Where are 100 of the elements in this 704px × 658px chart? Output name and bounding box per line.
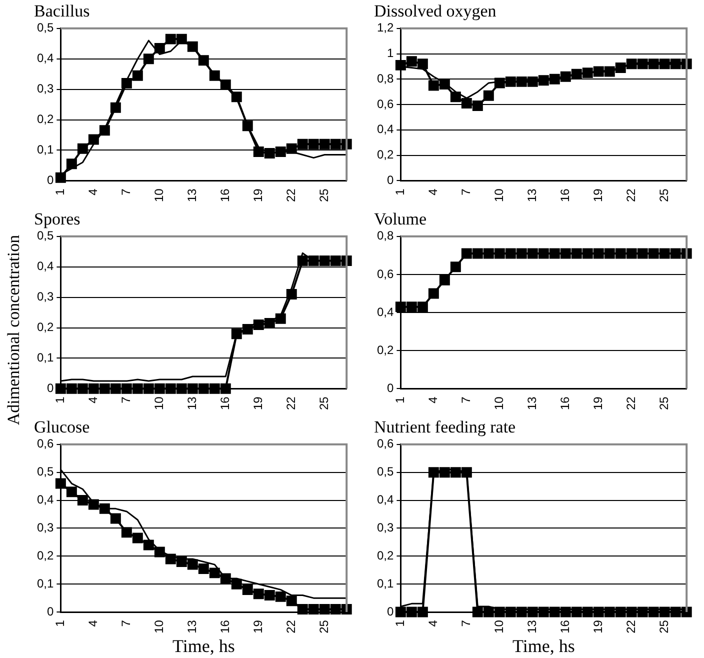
y-tick-label: 0 <box>46 604 54 618</box>
y-tick-label: 0,5 <box>36 20 54 35</box>
y-tick-label: 0,1 <box>376 576 394 590</box>
y-tick-label: 0,6 <box>376 96 394 111</box>
x-tick-label: 25 <box>316 620 331 634</box>
x-tick-label: 7 <box>118 188 133 196</box>
x-tick-label: 25 <box>656 396 671 410</box>
x-tick-label: 16 <box>558 620 572 634</box>
x-tick-label: 7 <box>118 396 133 404</box>
x-tick-label: 22 <box>284 396 298 410</box>
x-tick-label: 13 <box>524 620 539 634</box>
y-tick-label: 0,1 <box>36 350 54 365</box>
x-axis-title: Time, hs <box>512 636 575 656</box>
y-tick-label: 0,5 <box>376 464 394 479</box>
x-tick-label: 4 <box>426 620 440 627</box>
chart-title: Nutrient feeding rate <box>374 418 516 437</box>
x-tick-label: 22 <box>624 188 638 202</box>
chart-title: Bacillus <box>34 2 90 21</box>
x-tick-label: 4 <box>86 620 100 627</box>
x-tick-label: 1 <box>52 396 67 404</box>
x-tick-label: 1 <box>392 620 407 627</box>
x-tick-label: 16 <box>558 188 572 202</box>
y-tick-label: 0,4 <box>36 492 54 507</box>
chart-title: Dissolved oxygen <box>374 2 497 21</box>
x-axis-title: Time, hs <box>172 636 235 656</box>
y-tick-label: 0,4 <box>36 259 54 274</box>
y-tick-label: 0,3 <box>36 290 54 304</box>
x-tick-label: 19 <box>590 396 605 410</box>
y-tick-label: 0 <box>46 172 54 187</box>
x-tick-label: 1 <box>392 396 407 404</box>
y-tick-label: 0 <box>386 380 394 395</box>
x-tick-label: 19 <box>250 188 265 202</box>
chart-title: Volume <box>374 210 427 229</box>
x-tick-label: 22 <box>284 188 298 202</box>
x-tick-label: 10 <box>152 620 166 634</box>
x-tick-label: 19 <box>250 396 265 410</box>
x-tick-label: 22 <box>624 620 638 634</box>
x-tick-label: 4 <box>86 396 100 404</box>
y-tick-label: 0,8 <box>376 71 394 86</box>
x-tick-label: 25 <box>316 396 331 410</box>
chart-title: Spores <box>34 210 80 229</box>
y-tick-label: 0,2 <box>36 320 54 334</box>
y-tick-label: 0,4 <box>376 122 394 136</box>
x-tick-label: 25 <box>656 188 671 202</box>
x-tick-label: 19 <box>250 620 265 634</box>
y-tick-label: 0,2 <box>36 112 54 126</box>
y-tick-label: 0,4 <box>376 492 394 507</box>
y-tick-label: 0,1 <box>36 576 54 590</box>
y-tick-label: 0,6 <box>376 266 394 281</box>
x-tick-label: 16 <box>218 620 232 634</box>
x-tick-label: 16 <box>218 188 232 202</box>
y-tick-label: 0,8 <box>376 228 394 243</box>
y-tick-label: 0,6 <box>36 436 54 451</box>
x-tick-label: 25 <box>316 188 331 202</box>
x-tick-label: 13 <box>524 396 539 410</box>
x-tick-label: 7 <box>458 620 473 627</box>
x-tick-label: 16 <box>218 396 232 410</box>
x-tick-label: 25 <box>656 620 671 634</box>
x-tick-label: 22 <box>284 620 298 634</box>
y-tick-label: 0 <box>46 380 54 395</box>
x-tick-label: 10 <box>492 620 506 634</box>
x-tick-label: 19 <box>590 620 605 634</box>
y-tick-label: 0 <box>386 604 394 618</box>
y-tick-label: 0,2 <box>376 342 394 357</box>
x-tick-label: 13 <box>184 396 199 410</box>
y-tick-label: 0,5 <box>36 228 54 243</box>
y-axis-title: Adimentional concentration <box>4 234 24 426</box>
y-tick-label: 0,5 <box>36 464 54 479</box>
x-tick-label: 10 <box>492 188 506 202</box>
x-tick-label: 19 <box>590 188 605 202</box>
y-tick-label: 0,3 <box>36 520 54 535</box>
x-tick-label: 16 <box>558 396 572 410</box>
y-tick-label: 0,2 <box>376 148 394 162</box>
y-tick-label: 1 <box>386 46 394 60</box>
x-tick-label: 1 <box>52 188 67 196</box>
y-tick-label: 0,4 <box>36 51 54 66</box>
x-tick-label: 13 <box>524 188 539 202</box>
x-tick-label: 4 <box>426 188 440 196</box>
y-tick-label: 0,6 <box>376 436 394 451</box>
x-tick-label: 1 <box>52 620 67 627</box>
x-tick-label: 13 <box>184 188 199 202</box>
y-tick-label: 0 <box>386 172 394 187</box>
x-tick-label: 7 <box>458 188 473 196</box>
x-tick-label: 7 <box>118 620 133 627</box>
y-tick-label: 1,2 <box>376 20 394 35</box>
y-tick-label: 0,2 <box>36 548 54 562</box>
x-tick-label: 10 <box>152 396 166 410</box>
y-tick-label: 0,1 <box>36 142 54 157</box>
y-tick-label: 0,4 <box>376 304 394 319</box>
x-tick-label: 22 <box>624 396 638 410</box>
x-tick-label: 7 <box>458 396 473 404</box>
y-tick-label: 0,3 <box>376 520 394 535</box>
x-tick-label: 10 <box>152 188 166 202</box>
x-tick-label: 4 <box>86 188 100 196</box>
x-tick-label: 13 <box>184 620 199 634</box>
y-tick-label: 0,3 <box>36 82 54 96</box>
y-tick-label: 0,2 <box>376 548 394 562</box>
chart-title: Glucose <box>34 418 90 437</box>
x-tick-label: 4 <box>426 396 440 404</box>
x-tick-label: 10 <box>492 396 506 410</box>
